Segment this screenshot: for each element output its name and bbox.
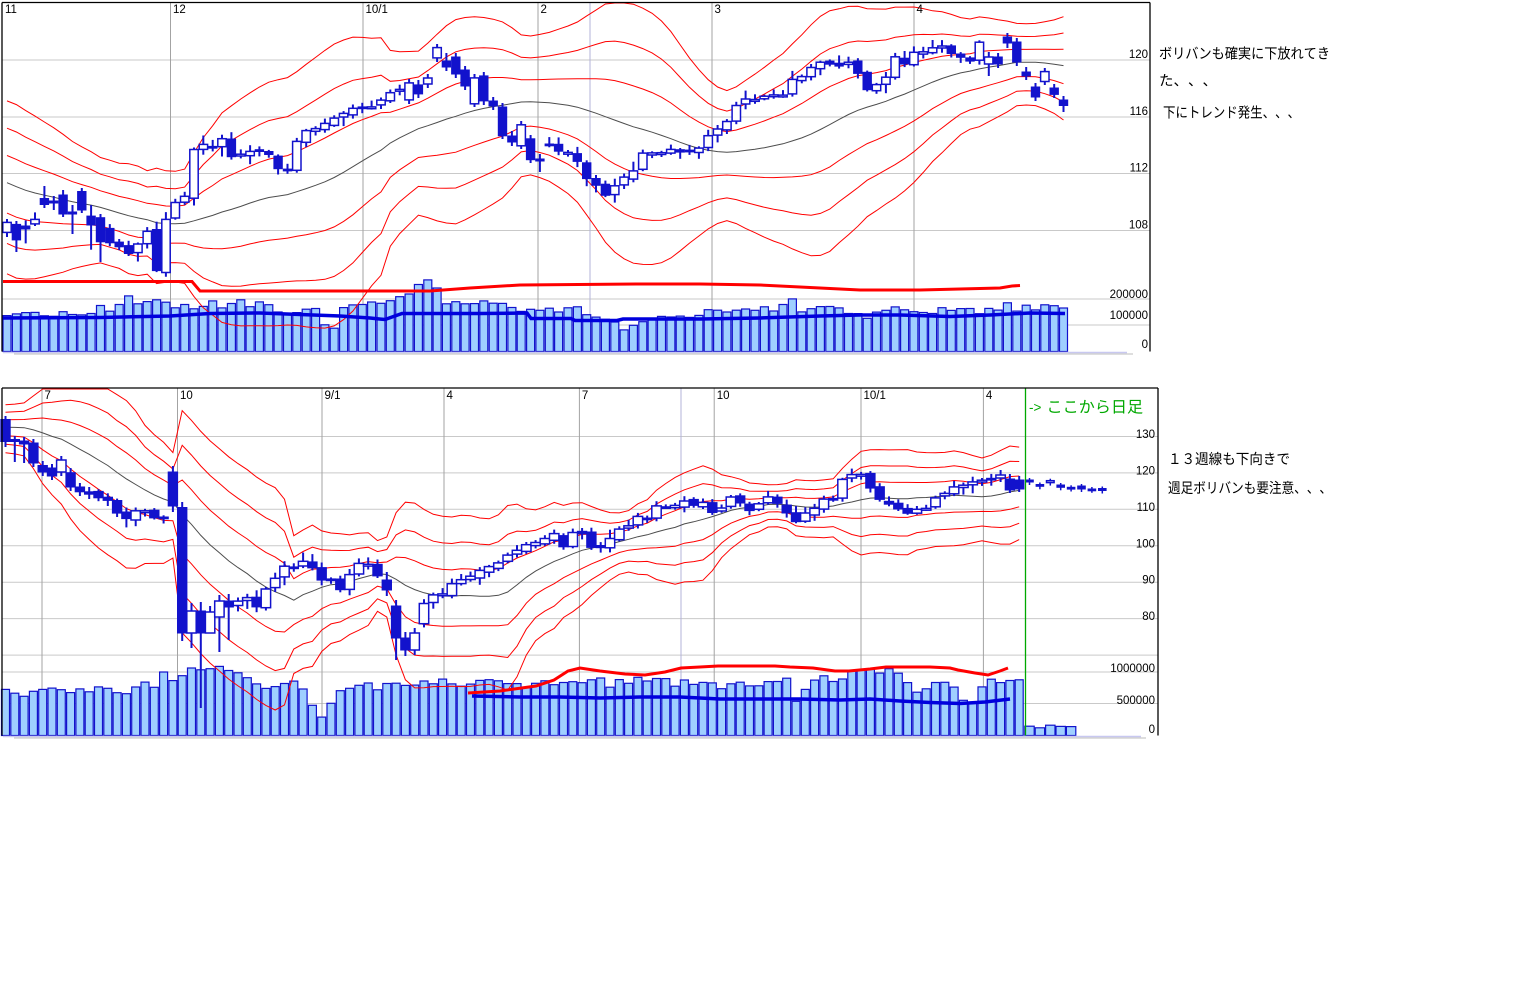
svg-text:7: 7 — [45, 390, 51, 402]
svg-text:80: 80 — [1142, 611, 1155, 623]
svg-text:112: 112 — [1130, 163, 1148, 175]
svg-text:7: 7 — [582, 390, 588, 402]
svg-text:100000: 100000 — [1110, 310, 1148, 322]
svg-text:500000: 500000 — [1117, 695, 1155, 707]
svg-text:4: 4 — [917, 4, 924, 16]
svg-text:110: 110 — [1137, 502, 1155, 514]
svg-text:9/1: 9/1 — [325, 390, 341, 402]
svg-text:10: 10 — [180, 390, 193, 402]
svg-text:100: 100 — [1136, 538, 1155, 550]
svg-text:120: 120 — [1136, 465, 1155, 477]
svg-text:0: 0 — [1142, 339, 1148, 351]
svg-text:116: 116 — [1130, 106, 1148, 118]
svg-text:1000000: 1000000 — [1110, 663, 1155, 675]
svg-text:4: 4 — [986, 390, 993, 402]
svg-text:2: 2 — [541, 4, 547, 16]
svg-text:12: 12 — [173, 4, 186, 16]
svg-text:200000: 200000 — [1110, 289, 1148, 301]
svg-text:4: 4 — [447, 390, 454, 402]
svg-text:10/1: 10/1 — [366, 4, 388, 16]
svg-text:0: 0 — [1149, 724, 1155, 736]
svg-text:108: 108 — [1129, 220, 1148, 232]
svg-text:11: 11 — [5, 4, 17, 16]
svg-text:90: 90 — [1142, 575, 1155, 587]
svg-text:130: 130 — [1136, 429, 1155, 441]
svg-text:->: -> — [1029, 400, 1041, 415]
svg-text:120: 120 — [1129, 49, 1148, 61]
svg-text:3: 3 — [715, 4, 721, 16]
svg-text:10: 10 — [717, 390, 730, 402]
svg-text:10/1: 10/1 — [864, 390, 886, 402]
